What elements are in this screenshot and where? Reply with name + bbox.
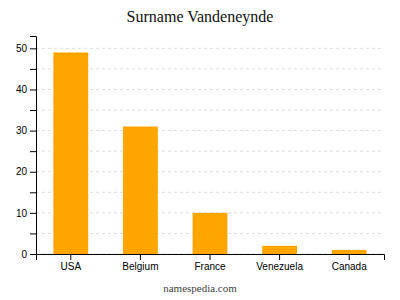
grid-line — [36, 48, 384, 49]
plot-area — [53, 52, 366, 254]
chart: 0 10 20 30 40 50 USA Belgium France Venezuela Cana… — [0, 0, 400, 300]
tick-mark — [140, 254, 141, 260]
bar — [332, 250, 367, 254]
axis-line — [30, 37, 37, 255]
axis-line — [37, 255, 385, 261]
bar — [53, 52, 88, 254]
y-tick: 0 — [21, 249, 36, 260]
tick-label: 10 — [16, 208, 28, 219]
y-tick — [30, 151, 36, 152]
tick-label: 0 — [21, 249, 27, 260]
tick-mark — [349, 254, 350, 260]
y-tick: 20 — [16, 166, 36, 177]
tick-label: 50 — [16, 43, 28, 54]
tick-mark — [30, 233, 36, 234]
tick-mark — [30, 213, 36, 214]
bar — [262, 246, 297, 254]
tick-mark — [30, 192, 36, 193]
bar — [193, 213, 228, 254]
y-tick: 10 — [16, 208, 36, 219]
tick-label: Belgium — [122, 261, 158, 272]
x-tick: France — [194, 254, 226, 272]
tick-mark — [279, 254, 280, 260]
x-tick: Canada — [332, 254, 367, 272]
tick-label: 40 — [16, 84, 28, 95]
bar — [123, 126, 158, 254]
y-tick — [30, 192, 36, 193]
y-axis: 0 10 20 30 40 50 — [16, 37, 37, 260]
tick-mark — [210, 254, 211, 260]
y-tick: 50 — [16, 43, 36, 54]
tick-mark — [30, 172, 36, 173]
tick-label: 20 — [16, 166, 28, 177]
tick-mark — [30, 48, 36, 49]
grid — [36, 48, 384, 254]
tick-mark — [30, 151, 36, 152]
x-axis: USA Belgium France Venezuela Canada — [37, 254, 385, 272]
tick-mark — [30, 254, 36, 255]
tick-mark — [30, 131, 36, 132]
y-tick — [30, 233, 36, 234]
title: Surname Vandeneynde — [127, 8, 274, 26]
tick-mark — [30, 110, 36, 111]
x-tick: USA — [61, 254, 82, 272]
x-tick: Belgium — [122, 254, 158, 272]
annotation: namespedia.com — [163, 282, 237, 294]
tick-label: USA — [61, 261, 82, 272]
tick-mark — [30, 89, 36, 90]
tick-mark — [70, 254, 71, 260]
y-tick: 40 — [16, 84, 36, 95]
tick-label: Venezuela — [256, 261, 303, 272]
y-tick: 30 — [16, 125, 36, 136]
tick-mark — [30, 69, 36, 70]
y-tick — [30, 110, 36, 111]
y-tick — [30, 69, 36, 70]
tick-label: Canada — [332, 261, 367, 272]
tick-label: 30 — [16, 125, 28, 136]
tick-label: France — [194, 261, 226, 272]
x-tick: Venezuela — [256, 254, 303, 272]
